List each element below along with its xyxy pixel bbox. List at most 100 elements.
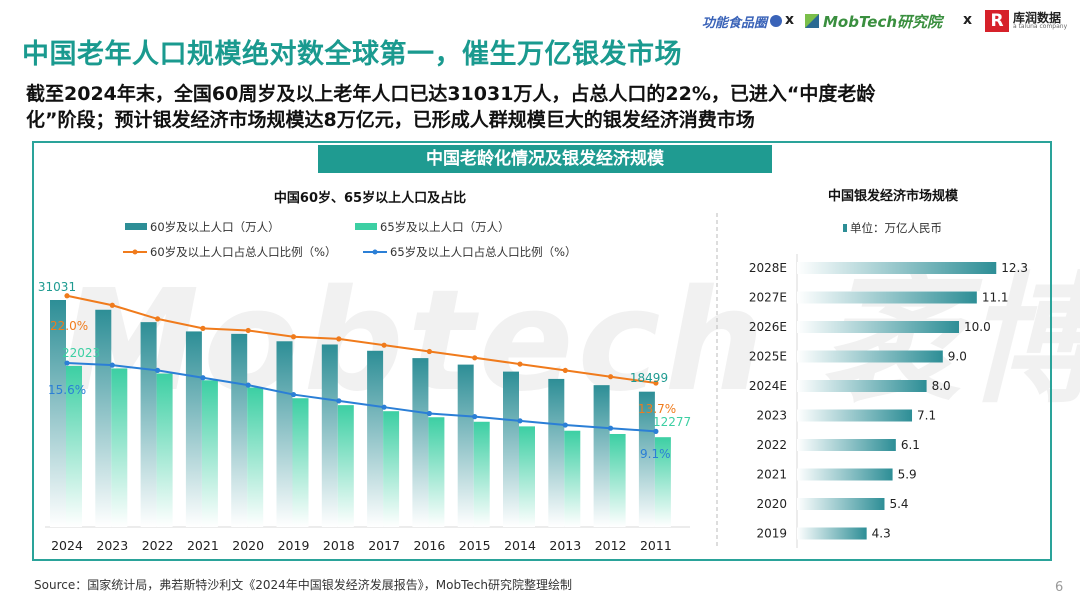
bar-pop60-2017 xyxy=(367,350,384,527)
pct65-point-2020 xyxy=(245,382,251,388)
population-chart-title: 中国60岁、65岁以上人口及占比 xyxy=(274,190,466,206)
market-chart-title: 中国银发经济市场规模 xyxy=(828,188,959,204)
bar-pop60-2016 xyxy=(412,358,429,527)
market-y-tick-2028E: 2028E xyxy=(749,261,787,275)
pct60-point-2015 xyxy=(472,355,478,361)
logo-separator: x xyxy=(963,12,973,28)
market-bar-2019 xyxy=(797,527,867,540)
chart-panel-frame xyxy=(32,141,1052,561)
logo-mobtech-text: MobTech研究院 xyxy=(823,12,943,31)
bar-pop65-2016 xyxy=(428,417,445,527)
market-y-tick-2020: 2020 xyxy=(756,497,787,511)
page-number: 6 xyxy=(1055,580,1064,595)
bar-pop60-2014 xyxy=(503,371,519,527)
pct65-point-2021 xyxy=(200,375,206,381)
logo-functional-food: 功能食品圈 xyxy=(702,8,783,34)
watermark: Mobtech 袤博 xyxy=(60,260,1080,423)
market-y-tick-2024E: 2024E xyxy=(749,379,787,393)
bar-pop65-2014 xyxy=(519,426,535,527)
logo-kurun-text: 库润数据 xyxy=(1013,10,1062,25)
market-value-2028E: 12.3 xyxy=(1001,261,1028,275)
market-value-2019: 4.3 xyxy=(872,527,891,541)
source-footer: Source：国家统计局，弗若斯特沙利文《2024年中国银发经济发展报告》，Mo… xyxy=(34,578,572,592)
logo-separator: x xyxy=(785,12,795,28)
subtitle-line-1: 截至2024年末，全国60周岁及以上老年人口已达31031万人，占总人口的22%… xyxy=(26,83,876,105)
pct60-point-2024 xyxy=(64,293,70,299)
market-y-tick-2021: 2021 xyxy=(756,468,787,482)
bar-pop60-2023 xyxy=(95,309,112,527)
legend-marker-pct60 xyxy=(132,249,138,255)
bar-pop60-2012 xyxy=(593,385,610,527)
market-value-2027E: 11.1 xyxy=(982,291,1009,305)
x-tick-2023: 2023 xyxy=(96,538,128,553)
bar-pop60-2022 xyxy=(140,322,157,527)
logo-functional-food-icon xyxy=(770,15,783,27)
pct65-point-2015 xyxy=(472,414,478,420)
market-value-2024E: 8.0 xyxy=(932,379,951,393)
label-pct65-last: 9.1% xyxy=(640,447,671,461)
pct65-line xyxy=(66,362,656,433)
x-tick-2022: 2022 xyxy=(142,538,174,553)
bar-pop60-2013 xyxy=(548,378,565,527)
bar-pop60-2021 xyxy=(185,331,202,527)
x-tick-2018: 2018 xyxy=(323,538,355,553)
x-tick-2021: 2021 xyxy=(187,538,219,553)
market-bar-2027E xyxy=(797,291,977,304)
pct65-point-2024 xyxy=(64,360,70,366)
label-pop65-last: 12277 xyxy=(653,415,691,429)
market-y-tick-2026E: 2026E xyxy=(749,320,787,334)
market-y-tick-2022: 2022 xyxy=(756,438,787,452)
pct60-point-2014 xyxy=(517,361,523,367)
pct60-point-2019 xyxy=(290,334,297,340)
market-bar-2023 xyxy=(797,409,913,422)
pct60-point-2013 xyxy=(562,367,568,374)
bar-pop65-2024 xyxy=(66,365,82,527)
market-bar-2025E xyxy=(797,350,943,363)
market-value-2026E: 10.0 xyxy=(964,320,991,334)
label-pct65-first: 15.6% xyxy=(48,383,86,397)
market-legend-swatch xyxy=(843,224,847,232)
bar-pop65-2017 xyxy=(383,411,400,527)
legend-swatch-pop60 xyxy=(125,223,147,230)
bar-pop65-2023 xyxy=(111,368,128,527)
x-tick-2011: 2011 xyxy=(640,538,672,553)
bar-pop60-2018 xyxy=(321,344,338,527)
market-bar-2026E xyxy=(797,321,959,333)
bar-pop65-2011 xyxy=(654,437,671,527)
x-tick-2019: 2019 xyxy=(278,538,310,553)
legend-label-pop65: 65岁及以上人口（万人） xyxy=(380,220,510,234)
market-bar-2028E xyxy=(797,262,997,274)
x-tick-2014: 2014 xyxy=(504,538,536,553)
market-bar-2020 xyxy=(797,498,885,510)
pct65-point-2019 xyxy=(290,391,297,398)
pct60-point-2022 xyxy=(155,316,161,322)
pct60-point-2023 xyxy=(109,302,115,308)
kurun-logo-icon: R xyxy=(985,10,1009,32)
bar-pop65-2019 xyxy=(292,398,309,527)
bar-pop65-2021 xyxy=(201,380,218,527)
population-chart: 中国60岁、65岁以上人口及占比 60岁及以上人口（万人） 65岁及以上人口（万人）… xyxy=(38,190,691,553)
x-tick-2024: 2024 xyxy=(51,538,83,553)
bar-pop65-2013 xyxy=(564,430,581,527)
market-value-2020: 5.4 xyxy=(889,497,908,511)
market-y-tick-2019: 2019 xyxy=(756,527,787,541)
logo-kurun: R 库润数据 a taluna company xyxy=(985,8,1067,34)
label-pop60-first: 31031 xyxy=(38,280,76,294)
bar-pop65-2012 xyxy=(609,433,626,527)
x-tick-2012: 2012 xyxy=(595,538,627,553)
bar-pop60-2011 xyxy=(638,391,655,527)
pct65-point-2012 xyxy=(608,425,614,431)
pct65-point-2014 xyxy=(517,418,523,424)
bar-pop65-2022 xyxy=(156,373,173,527)
subtitle-line-2: 化”阶段；预计银发经济市场规模达8万亿元，已形成人群规模巨大的银发经济消费市场 xyxy=(26,109,755,131)
x-tick-2020: 2020 xyxy=(232,538,264,553)
market-y-tick-2027E: 2027E xyxy=(749,291,787,305)
pct60-point-2020 xyxy=(245,327,251,334)
pct65-point-2018 xyxy=(336,398,342,404)
legend-marker-pct65 xyxy=(372,249,378,255)
label-pop65-first: 22023 xyxy=(62,346,100,360)
market-bar-2021 xyxy=(797,468,893,481)
market-value-2025E: 9.0 xyxy=(948,350,967,364)
logo-functional-food-text: 功能食品圈 xyxy=(702,15,768,31)
bar-pop60-2020 xyxy=(231,333,248,527)
